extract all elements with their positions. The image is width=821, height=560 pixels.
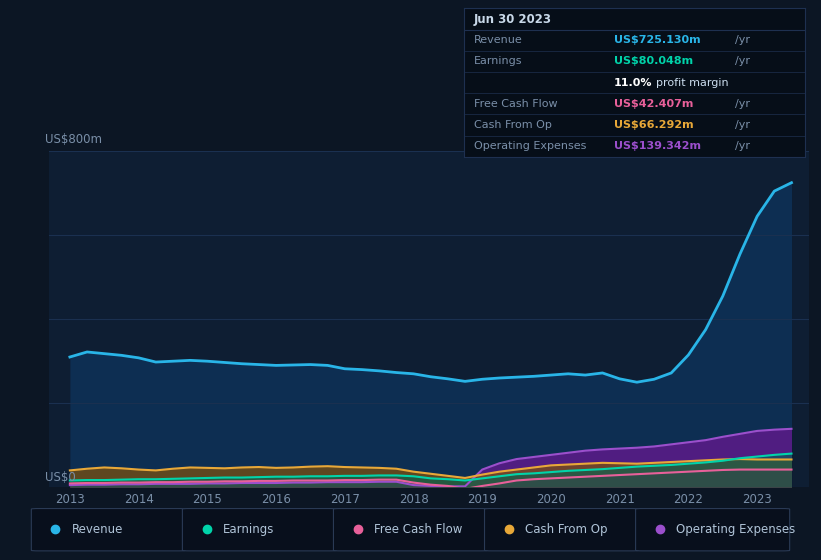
FancyBboxPatch shape: [635, 508, 790, 551]
Text: Cash From Op: Cash From Op: [525, 522, 608, 536]
Text: Free Cash Flow: Free Cash Flow: [474, 99, 557, 109]
Text: US$0: US$0: [45, 472, 76, 484]
Text: Revenue: Revenue: [474, 35, 523, 45]
FancyBboxPatch shape: [182, 508, 337, 551]
Text: /yr: /yr: [735, 141, 750, 151]
Text: 11.0%: 11.0%: [614, 78, 652, 87]
Text: US$139.342m: US$139.342m: [614, 141, 701, 151]
Text: Operating Expenses: Operating Expenses: [474, 141, 586, 151]
FancyBboxPatch shape: [484, 508, 639, 551]
Text: US$725.130m: US$725.130m: [614, 35, 700, 45]
Text: /yr: /yr: [735, 35, 750, 45]
FancyBboxPatch shape: [31, 508, 186, 551]
Text: US$800m: US$800m: [45, 133, 102, 146]
Text: Free Cash Flow: Free Cash Flow: [374, 522, 462, 536]
Text: profit margin: profit margin: [656, 78, 729, 87]
FancyBboxPatch shape: [333, 508, 488, 551]
Text: /yr: /yr: [735, 120, 750, 130]
Text: US$80.048m: US$80.048m: [614, 57, 693, 67]
Text: Cash From Op: Cash From Op: [474, 120, 552, 130]
Text: /yr: /yr: [735, 57, 750, 67]
Text: /yr: /yr: [735, 99, 750, 109]
Text: US$66.292m: US$66.292m: [614, 120, 694, 130]
Text: Revenue: Revenue: [72, 522, 123, 536]
Text: Earnings: Earnings: [474, 57, 523, 67]
Text: Earnings: Earnings: [223, 522, 274, 536]
Text: US$42.407m: US$42.407m: [614, 99, 693, 109]
Text: Operating Expenses: Operating Expenses: [677, 522, 796, 536]
Text: Jun 30 2023: Jun 30 2023: [474, 12, 552, 26]
